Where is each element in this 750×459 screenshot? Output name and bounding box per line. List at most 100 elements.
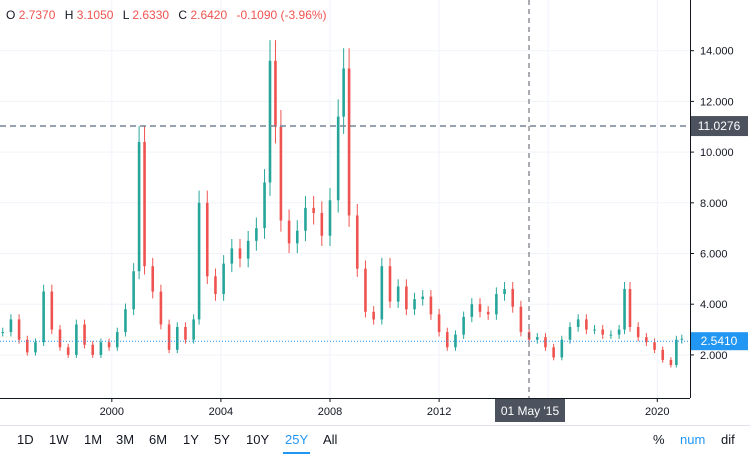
candle-body [653,342,656,350]
y-tick-label: 12.000 [700,96,734,108]
candle-body [255,228,258,241]
last-price-label: 2.5410 [701,334,738,348]
close-label: C [178,8,188,22]
candle-body [295,230,299,244]
x-tick-label: 2008 [318,406,342,418]
candle-body [17,319,21,340]
candle-body [107,342,111,348]
low-label: L [122,8,130,22]
num-mode-button[interactable]: num [680,432,706,447]
range-1w[interactable]: 1W [49,432,69,447]
candle-body [396,286,400,302]
crosshair-date-label: 01 May '15 [501,404,560,418]
candle-body [151,266,155,292]
x-tick-label: 2004 [209,406,233,418]
y-tick-label: 8.000 [700,198,728,210]
candle-body [568,327,572,340]
y-tick-label: 6.000 [700,249,728,261]
chart-area[interactable]: 2.000 4.000 6.000 8.000 10.000 12.000 14.000 20… [0,0,750,425]
candle-body [268,60,272,183]
candle-body [328,200,332,236]
candle-body [437,314,441,333]
range-1m[interactable]: 1M [84,432,103,447]
range-3m[interactable]: 3M [116,432,135,447]
price-chart[interactable]: 2.000 4.000 6.000 8.000 10.000 12.000 14.000 20… [0,0,750,425]
candle-body [175,327,179,350]
candle-body [205,202,209,277]
candle-body [279,126,283,221]
candle-body [503,288,506,295]
range-25y[interactable]: 25Y [283,432,311,454]
high-label: H [64,8,74,22]
range-5y[interactable]: 5Y [214,432,230,447]
candle-body [380,266,384,320]
candle-body [50,291,54,330]
close-value: 2.6420 [190,8,228,22]
candle-body [454,334,457,348]
x-tick-label: 2020 [645,406,669,418]
candle-body [617,329,621,335]
candle-body [535,337,539,340]
candle-body [576,319,580,328]
candle-body [263,182,266,229]
candle-body [675,339,678,366]
ohlc-legend: O 2.7370 H 3.1050 L 2.6330 C 2.6420 -0.1… [6,8,327,22]
crosshair-date-tag [495,399,565,422]
candle-body [388,266,392,302]
candle-body [413,299,416,310]
high-value: 3.1050 [76,8,114,22]
x-tick-label: 2012 [427,406,451,418]
candle-body [184,327,187,340]
open-label: O [6,8,16,22]
candle-body [636,327,640,338]
candle-body [143,141,146,267]
range-all[interactable]: All [323,432,338,447]
candle-body [83,324,86,345]
range-1d[interactable]: 1D [17,432,34,447]
candle-body [304,207,307,231]
y-tick-label: 10.000 [700,147,734,159]
candle-body [544,337,547,348]
percent-mode-button[interactable]: % [653,432,665,447]
candle-body [137,141,141,272]
candle-body [623,288,626,330]
candle-body [99,342,103,355]
candle-body [159,291,163,325]
candle-body [347,68,351,216]
candle-body [320,212,324,236]
candle-body [342,68,345,117]
candle-body [91,344,95,355]
candle-body [75,324,78,355]
candle-body [593,329,596,331]
candle-body [405,286,408,310]
candle-body [192,319,195,340]
candle-body [519,306,523,333]
candle-body [222,263,225,295]
candle-body [58,329,62,348]
candle-body [585,319,588,330]
candle-body [9,319,13,333]
last-price-tag [691,332,748,351]
candle-body [372,311,375,320]
candle-body [628,288,632,328]
candle-body [478,304,482,312]
candle-body [34,342,37,353]
range-6m[interactable]: 6M [149,432,168,447]
crosshair-price-label: 11.0276 [698,119,741,133]
candle-body [355,215,359,269]
candle-body [680,338,684,340]
candle-body [246,240,250,259]
candle-body [669,359,673,366]
crosshair-price-tag [691,116,748,137]
candle-body [274,60,277,127]
range-10y[interactable]: 10Y [246,432,270,447]
candle-body [124,309,127,333]
candle-body [42,291,45,343]
candle-body [287,220,291,244]
candle-body [132,271,135,310]
range-1y[interactable]: 1Y [183,432,199,447]
candle-body [421,296,425,300]
candle-body [66,347,70,355]
dif-mode-button[interactable]: dif [721,432,735,447]
y-tick-label: 4.000 [700,299,728,311]
